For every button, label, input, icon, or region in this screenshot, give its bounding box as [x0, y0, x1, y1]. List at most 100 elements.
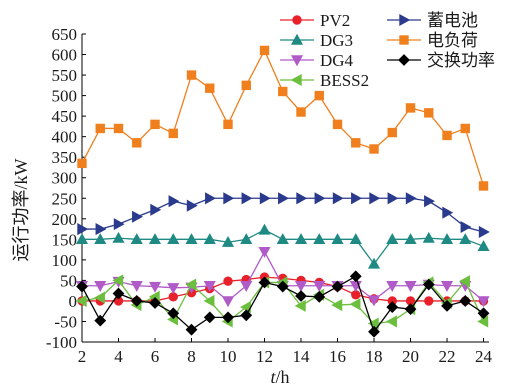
data-point	[314, 90, 324, 101]
series-1	[75, 223, 490, 269]
x-tick-label: 16	[329, 347, 346, 366]
data-point	[295, 290, 307, 302]
data-point	[367, 295, 381, 307]
series-4	[77, 192, 490, 238]
data-point	[94, 233, 107, 245]
y-tick-label: 550	[52, 66, 78, 85]
data-point	[278, 86, 288, 97]
data-point	[332, 119, 343, 130]
x-axis-title: t/h	[270, 367, 289, 386]
data-point	[331, 298, 343, 312]
y-tick-label: 650	[52, 25, 78, 44]
y-tick-label: 350	[52, 148, 78, 167]
data-point	[75, 233, 89, 245]
legend-swatch-marker	[292, 15, 302, 25]
data-point	[132, 138, 142, 148]
data-point	[386, 233, 399, 245]
x-tick-label: 6	[151, 347, 160, 366]
data-point	[259, 45, 270, 56]
y-tick-label: 200	[52, 210, 78, 229]
data-point	[130, 233, 143, 245]
data-point	[168, 128, 178, 139]
data-point	[332, 192, 344, 205]
data-point	[223, 276, 233, 286]
data-point	[241, 192, 253, 205]
legend-swatch-marker	[290, 73, 302, 87]
data-point	[294, 281, 308, 292]
y-tick-label: 500	[52, 87, 78, 106]
y-tick-label: 400	[52, 128, 78, 147]
data-point	[112, 231, 125, 243]
data-point	[478, 225, 490, 238]
data-point	[94, 281, 107, 292]
data-point	[95, 123, 105, 134]
legend-item-0: PV2	[280, 11, 350, 30]
data-point	[331, 280, 344, 293]
data-point	[223, 119, 233, 130]
data-point	[149, 297, 161, 309]
y-tick-label: 0	[69, 292, 78, 311]
data-point	[112, 274, 124, 287]
data-point	[203, 281, 216, 292]
data-point	[240, 233, 253, 245]
data-point	[460, 220, 472, 234]
data-point	[440, 233, 454, 245]
data-point	[186, 199, 198, 212]
data-point	[185, 233, 198, 245]
y-tick-label: 300	[52, 169, 78, 188]
legend-swatch-marker	[398, 54, 410, 66]
data-point	[313, 290, 326, 303]
x-tick-label: 4	[114, 347, 123, 366]
y-axis-title-text: 运行功率/kW	[11, 158, 31, 261]
data-point	[278, 192, 289, 205]
data-point	[150, 119, 160, 130]
x-tick-label: 10	[220, 347, 237, 366]
y-tick-label: 250	[52, 189, 78, 208]
data-point	[367, 257, 381, 269]
data-point	[477, 296, 490, 308]
legend-item-6: 交换功率	[387, 51, 495, 70]
series-6	[76, 270, 490, 338]
legend-label: 电负荷	[427, 31, 478, 50]
series-5	[77, 45, 489, 191]
data-point	[130, 295, 143, 307]
legend-label: DG3	[320, 31, 353, 50]
series-line	[81, 48, 485, 187]
data-point	[442, 206, 454, 219]
data-point	[95, 223, 107, 236]
y-tick-label: 450	[52, 107, 78, 126]
data-point	[369, 144, 379, 154]
data-point	[148, 281, 162, 293]
legend-swatch-marker	[399, 13, 411, 27]
y-axis-title: 运行功率/kW	[11, 158, 31, 261]
data-point	[351, 192, 362, 205]
data-point	[130, 281, 143, 292]
data-point	[404, 281, 417, 292]
data-point	[349, 270, 362, 283]
data-point	[313, 281, 326, 292]
legend-swatch-marker	[290, 33, 304, 45]
data-point	[477, 307, 490, 320]
x-tick-label: 22	[439, 347, 456, 366]
data-point	[351, 138, 361, 148]
x-tick-label: 2	[78, 347, 87, 366]
data-point	[440, 281, 454, 292]
y-tick-label: 600	[52, 46, 78, 65]
data-point	[294, 299, 306, 312]
data-point	[203, 294, 215, 307]
data-point	[240, 309, 253, 322]
data-point	[205, 83, 215, 93]
series-line	[82, 197, 484, 233]
data-point	[185, 278, 197, 291]
data-point	[459, 233, 472, 245]
data-point	[75, 294, 87, 307]
data-point	[349, 233, 362, 245]
x-tick-label: 12	[256, 347, 273, 366]
data-point	[223, 192, 235, 205]
legend-label: PV2	[320, 11, 350, 30]
data-point	[203, 311, 216, 324]
data-point	[168, 195, 180, 208]
data-point	[186, 70, 197, 80]
data-point	[386, 281, 399, 292]
